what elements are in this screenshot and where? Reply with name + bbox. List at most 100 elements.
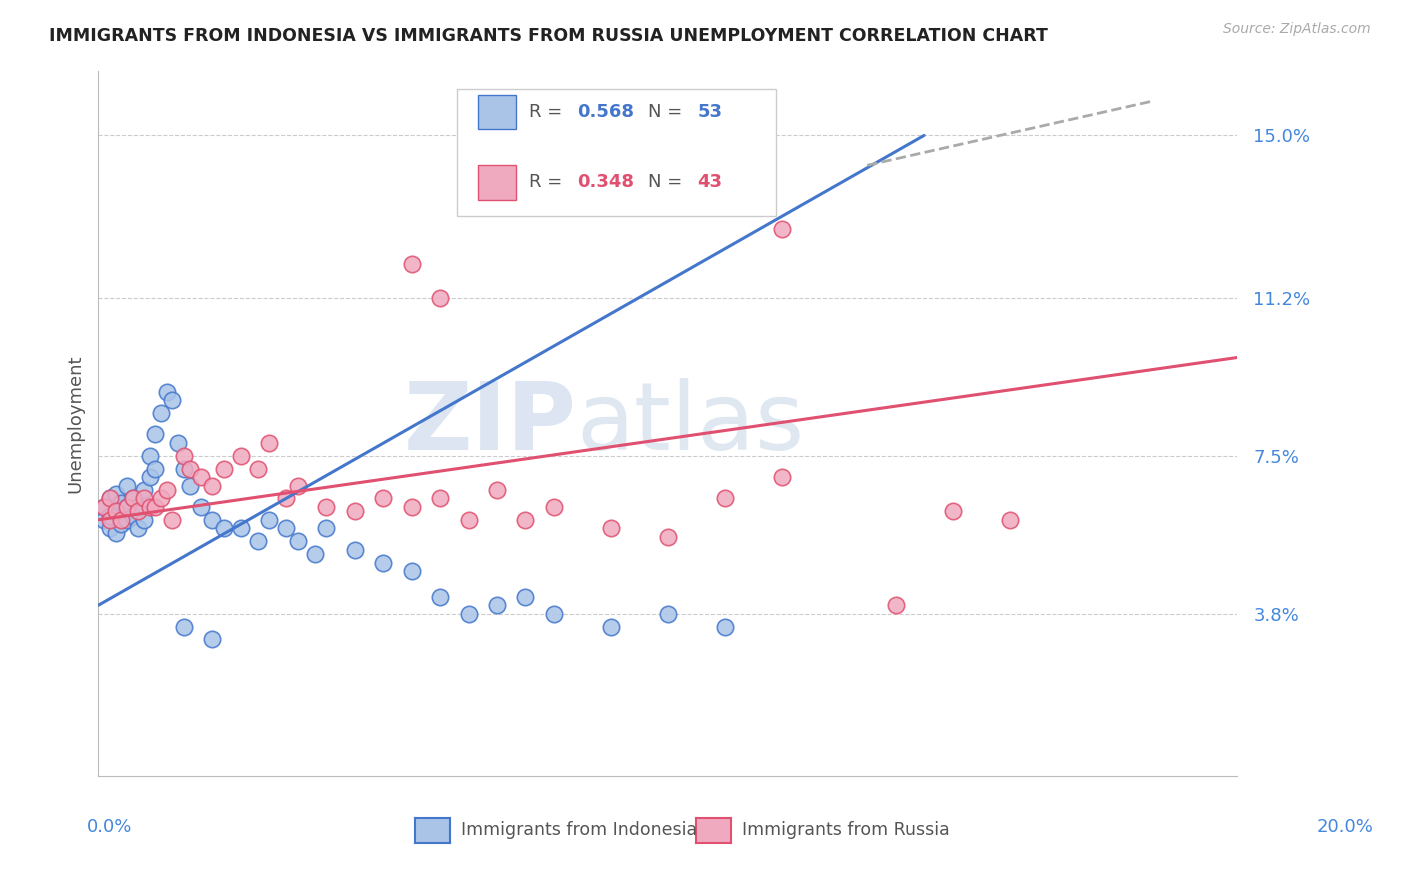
Point (287, 534, 309, 549)
Point (132, 491, 155, 506)
Point (486, 483, 509, 497)
Point (429, 491, 451, 506)
Point (132, 483, 155, 497)
Y-axis label: Unemployment: Unemployment (66, 354, 84, 493)
Text: N =: N = (648, 173, 689, 192)
Point (343, 542, 366, 557)
Point (104, 525, 127, 540)
Point (457, 513, 479, 527)
Point (138, 500, 160, 514)
Point (127, 521, 149, 535)
Point (104, 487, 127, 501)
Point (287, 478, 309, 492)
Text: R =: R = (529, 103, 568, 121)
Point (104, 504, 127, 518)
Point (138, 470, 160, 484)
Point (884, 598, 907, 612)
Point (515, 513, 537, 527)
Point (259, 513, 281, 527)
Point (373, 556, 395, 570)
Point (657, 530, 679, 544)
Point (304, 547, 326, 561)
Text: Immigrants from Russia: Immigrants from Russia (742, 822, 950, 839)
Point (156, 483, 179, 497)
Point (115, 478, 138, 492)
Text: 0.348: 0.348 (576, 173, 634, 192)
Point (770, 470, 793, 484)
FancyBboxPatch shape (478, 165, 516, 200)
Point (315, 521, 337, 535)
Text: R =: R = (529, 173, 568, 192)
Point (145, 427, 167, 442)
Point (173, 449, 195, 463)
Text: 20.0%: 20.0% (1317, 818, 1374, 837)
Point (145, 500, 167, 514)
Point (115, 500, 138, 514)
Point (685, 179, 707, 194)
Point (156, 384, 179, 399)
Point (190, 470, 212, 484)
Text: 0.0%: 0.0% (87, 818, 132, 837)
Point (998, 513, 1021, 527)
Point (145, 461, 167, 475)
Point (600, 619, 623, 633)
Point (429, 291, 451, 305)
Point (115, 513, 138, 527)
Point (276, 521, 298, 535)
Point (121, 491, 143, 506)
Point (150, 406, 173, 420)
Point (162, 513, 184, 527)
FancyBboxPatch shape (478, 95, 516, 129)
Point (93, 500, 115, 514)
Point (110, 513, 132, 527)
Point (229, 449, 252, 463)
Point (714, 619, 737, 633)
Point (121, 491, 143, 506)
Point (167, 436, 190, 450)
Point (162, 393, 184, 408)
Point (201, 513, 224, 527)
Point (246, 534, 269, 549)
Point (127, 504, 149, 518)
Point (229, 521, 252, 535)
Point (190, 500, 212, 514)
Point (373, 491, 395, 506)
Point (315, 500, 337, 514)
Point (173, 461, 195, 475)
Point (201, 478, 224, 492)
Point (104, 504, 127, 518)
Text: IMMIGRANTS FROM INDONESIA VS IMMIGRANTS FROM RUSSIA UNEMPLOYMENT CORRELATION CHA: IMMIGRANTS FROM INDONESIA VS IMMIGRANTS … (49, 27, 1047, 45)
Point (543, 607, 565, 621)
Point (179, 461, 201, 475)
Point (401, 256, 423, 270)
Point (98, 491, 121, 506)
Point (127, 500, 149, 514)
Point (486, 598, 509, 612)
Text: 0.568: 0.568 (576, 103, 634, 121)
Point (212, 461, 235, 475)
Point (98, 508, 121, 523)
Point (600, 521, 623, 535)
Point (942, 504, 965, 518)
Point (657, 607, 679, 621)
Point (98, 521, 121, 535)
Text: 43: 43 (697, 173, 723, 192)
Point (515, 590, 537, 604)
Point (276, 491, 298, 506)
Point (212, 521, 235, 535)
Point (138, 449, 160, 463)
Point (429, 590, 451, 604)
Point (343, 504, 366, 518)
Point (201, 632, 224, 647)
Text: 53: 53 (697, 103, 723, 121)
Point (121, 508, 143, 523)
Point (259, 436, 281, 450)
Point (150, 491, 173, 506)
Text: Source: ZipAtlas.com: Source: ZipAtlas.com (1223, 22, 1371, 37)
Point (132, 513, 155, 527)
Text: Immigrants from Indonesia: Immigrants from Indonesia (461, 822, 697, 839)
Text: atlas: atlas (576, 377, 806, 470)
Point (115, 500, 138, 514)
Point (98, 513, 121, 527)
Point (401, 564, 423, 578)
